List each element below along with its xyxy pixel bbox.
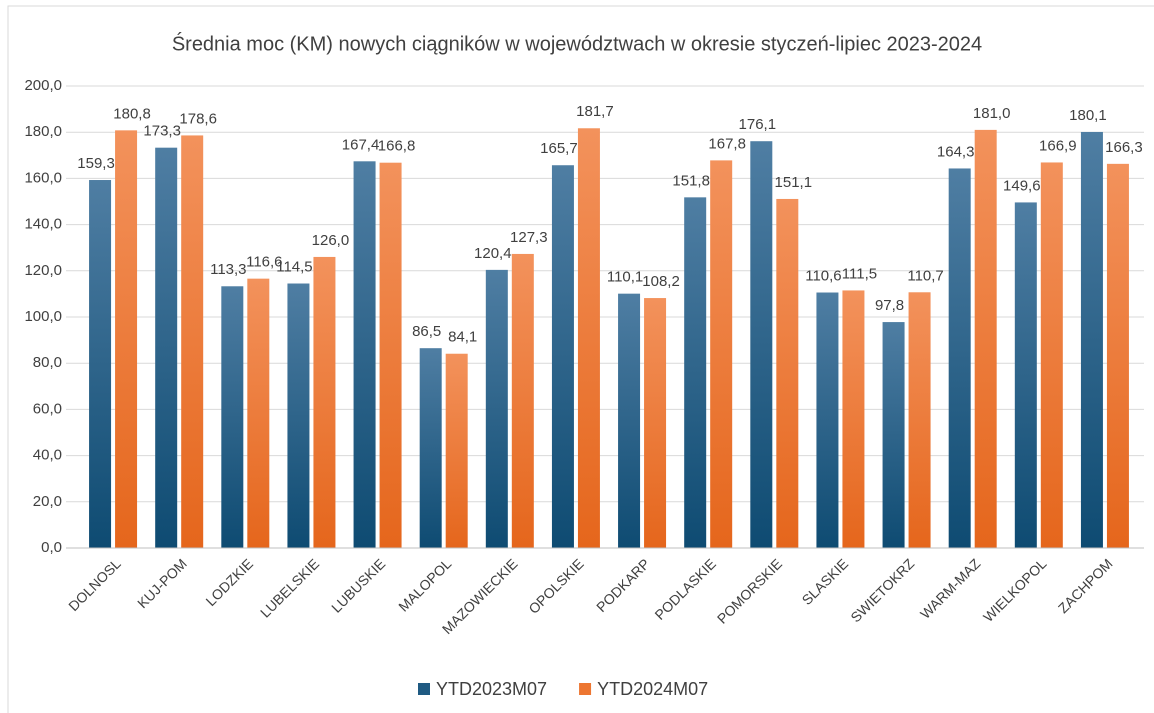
value-label: 151,1 xyxy=(775,174,813,191)
value-label: 164,3 xyxy=(937,143,975,160)
bar xyxy=(89,180,112,548)
bar xyxy=(974,129,997,548)
bar xyxy=(842,290,865,548)
bar xyxy=(882,322,905,548)
bar xyxy=(155,147,178,548)
legend-label: YTD2024M07 xyxy=(597,679,708,699)
legend-label: YTD2023M07 xyxy=(436,679,547,699)
bar xyxy=(1040,162,1063,548)
bar xyxy=(115,130,138,549)
bar xyxy=(816,292,839,548)
bar xyxy=(485,269,508,548)
chart-title: Średnia moc (KM) nowych ciągników w woje… xyxy=(172,31,982,55)
bar xyxy=(776,198,799,549)
value-label: 110,1 xyxy=(607,269,643,286)
value-label: 110,7 xyxy=(907,267,943,284)
y-tick-label: 200,0 xyxy=(24,77,62,94)
bar xyxy=(445,353,468,548)
bar xyxy=(577,128,600,548)
value-label: 126,0 xyxy=(312,232,350,249)
bar xyxy=(908,292,931,548)
bar xyxy=(379,162,402,548)
value-label: 167,8 xyxy=(708,135,746,152)
legend-swatch xyxy=(418,683,430,695)
y-tick-label: 180,0 xyxy=(24,123,62,140)
bar xyxy=(750,141,773,549)
value-label: 167,4 xyxy=(342,136,380,153)
value-label: 111,5 xyxy=(842,265,877,282)
bar xyxy=(710,160,733,548)
bar xyxy=(221,286,244,548)
bar xyxy=(313,256,336,548)
value-label: 159,3 xyxy=(77,155,115,172)
bar xyxy=(644,298,667,548)
y-tick-label: 0,0 xyxy=(41,539,62,556)
bar xyxy=(511,253,534,548)
value-label: 114,5 xyxy=(276,258,312,275)
y-tick-label: 60,0 xyxy=(33,400,62,417)
value-label: 127,3 xyxy=(510,229,548,246)
value-label: 151,8 xyxy=(672,172,710,189)
bar xyxy=(684,197,707,549)
y-tick-label: 100,0 xyxy=(24,308,62,325)
y-tick-label: 120,0 xyxy=(24,262,62,279)
value-label: 108,2 xyxy=(642,273,680,290)
value-label: 166,3 xyxy=(1105,139,1143,156)
bar xyxy=(287,283,310,548)
bar xyxy=(247,278,270,548)
value-label: 176,1 xyxy=(739,116,777,133)
value-label: 113,3 xyxy=(210,261,246,278)
y-tick-label: 160,0 xyxy=(24,169,62,186)
value-label: 110,6 xyxy=(805,267,841,284)
value-label: 84,1 xyxy=(448,329,477,346)
value-label: 180,1 xyxy=(1069,107,1107,124)
value-label: 120,4 xyxy=(474,245,512,262)
value-label: 181,0 xyxy=(973,105,1011,122)
value-label: 165,7 xyxy=(540,140,578,157)
bar xyxy=(1106,163,1129,549)
value-label: 173,3 xyxy=(143,123,181,140)
bar xyxy=(948,168,971,549)
value-label: 97,8 xyxy=(875,297,904,314)
y-tick-label: 140,0 xyxy=(24,216,62,233)
bar xyxy=(1014,202,1037,548)
bar xyxy=(419,348,442,548)
bar xyxy=(181,135,204,548)
value-label: 86,5 xyxy=(412,323,441,340)
legend-swatch xyxy=(579,683,592,695)
y-tick-label: 80,0 xyxy=(33,354,62,371)
value-label: 180,8 xyxy=(113,105,151,122)
value-label: 116,6 xyxy=(246,254,282,271)
value-label: 178,6 xyxy=(179,110,217,127)
value-label: 166,8 xyxy=(378,138,416,155)
bar xyxy=(618,293,641,548)
bar xyxy=(551,165,574,548)
value-label: 166,9 xyxy=(1039,137,1077,154)
y-tick-label: 20,0 xyxy=(33,493,62,510)
bar xyxy=(1080,131,1103,548)
value-label: 181,7 xyxy=(576,103,614,120)
y-tick-label: 40,0 xyxy=(33,447,62,464)
bar xyxy=(353,161,376,548)
value-label: 149,6 xyxy=(1003,177,1041,194)
